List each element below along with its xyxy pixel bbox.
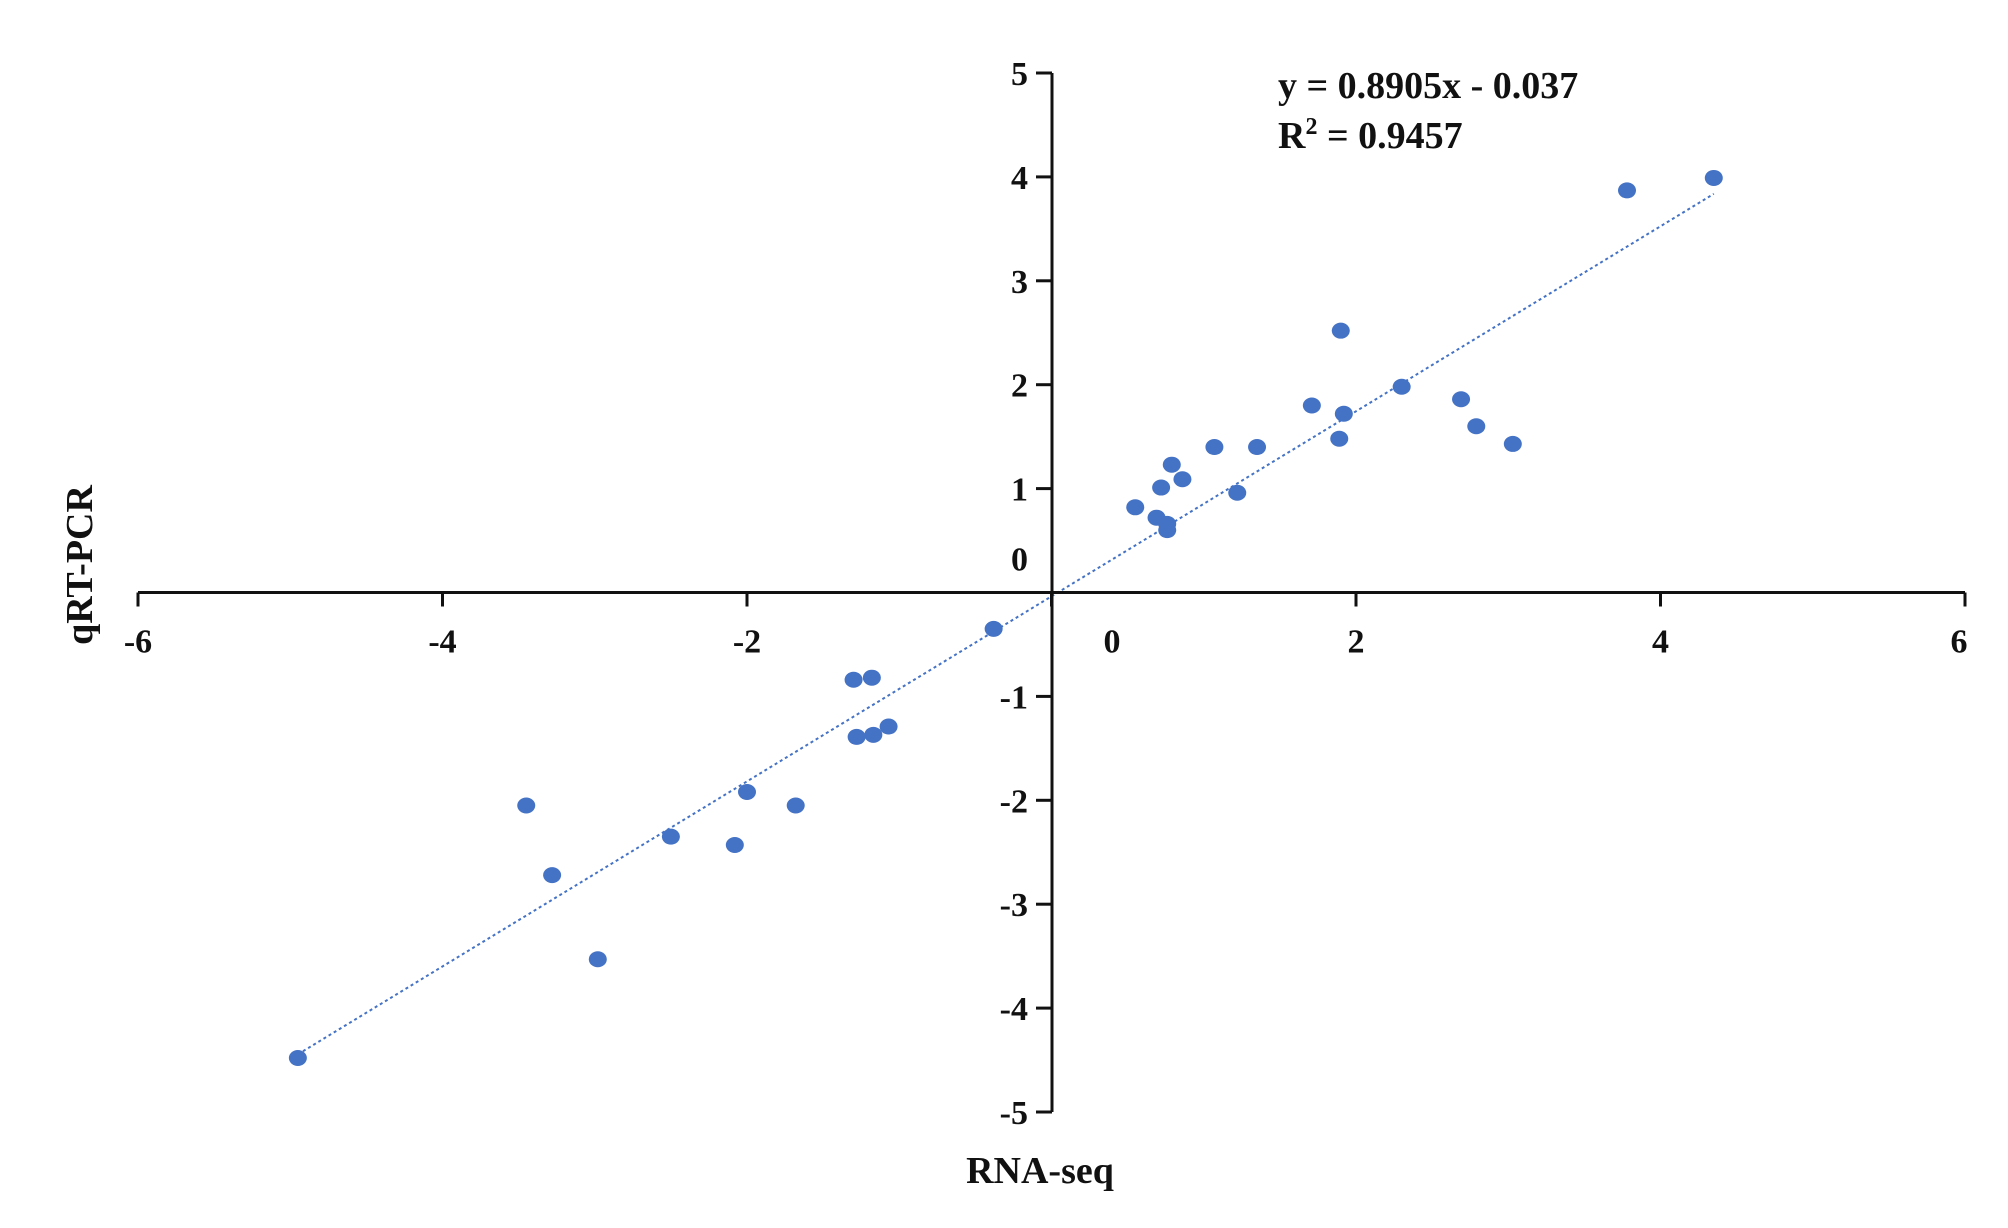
data-point <box>725 836 744 853</box>
data-point <box>1331 322 1350 339</box>
data-point <box>786 797 805 814</box>
x-tick-label: -4 <box>428 624 456 661</box>
data-point <box>847 728 866 745</box>
x-tick-label: 4 <box>1652 624 1669 661</box>
data-point <box>844 671 863 688</box>
x-tick-label: 6 <box>1951 624 1968 661</box>
r-squared-prefix: R <box>1278 115 1306 157</box>
x-tick-label: 0 <box>1104 624 1121 661</box>
data-point <box>1126 499 1145 516</box>
trendline <box>297 193 1715 1056</box>
r-squared-label: R2 = 0.9457 <box>1278 114 1463 157</box>
y-tick-label: 1 <box>1011 472 1028 509</box>
x-axis-title: RNA-seq <box>966 1150 1114 1192</box>
y-tick-label: -1 <box>1000 679 1028 716</box>
data-point <box>1503 435 1522 452</box>
y-tick-label: -5 <box>1000 1095 1028 1132</box>
y-tick-label: 4 <box>1011 160 1028 197</box>
data-point <box>588 951 607 968</box>
data-point <box>984 620 1003 637</box>
data-point <box>1228 484 1247 501</box>
data-point <box>1704 169 1723 186</box>
data-point <box>1158 522 1177 539</box>
data-point <box>738 783 756 800</box>
data-point <box>1452 391 1471 408</box>
regression-equation: y = 0.8905x - 0.037 <box>1278 65 1578 107</box>
y-tick-label: 5 <box>1011 56 1028 93</box>
y-tick-label: 3 <box>1011 264 1028 301</box>
y-axis-title: qRT-PCR <box>59 485 101 645</box>
data-point <box>864 726 883 743</box>
data-point <box>1330 430 1349 447</box>
data-point <box>1205 439 1224 456</box>
y-tick-label: 0 <box>1011 542 1028 579</box>
data-point <box>1392 378 1411 395</box>
y-tick-label: -3 <box>1000 887 1028 924</box>
x-tick-label: 2 <box>1348 624 1365 661</box>
data-point <box>543 867 562 884</box>
data-point <box>1302 397 1321 414</box>
data-point <box>1618 182 1637 199</box>
data-point <box>879 718 898 735</box>
data-point <box>862 669 881 686</box>
data-point <box>517 797 536 814</box>
x-tick-label: -6 <box>124 624 152 661</box>
x-tick-label: -2 <box>733 624 761 661</box>
data-point <box>288 1049 307 1066</box>
data-point <box>661 828 680 845</box>
r-squared-superscript: 2 <box>1305 114 1317 140</box>
data-point <box>1162 456 1181 473</box>
data-point <box>1334 405 1353 422</box>
data-point <box>1173 471 1192 488</box>
data-point <box>1152 479 1171 496</box>
y-tick-label: -4 <box>1000 991 1028 1028</box>
y-tick-label: -2 <box>1000 783 1028 820</box>
data-point <box>1467 418 1486 435</box>
data-point <box>1248 439 1267 456</box>
y-tick-label: 2 <box>1011 368 1028 405</box>
r-squared-value: = 0.9457 <box>1317 115 1462 157</box>
